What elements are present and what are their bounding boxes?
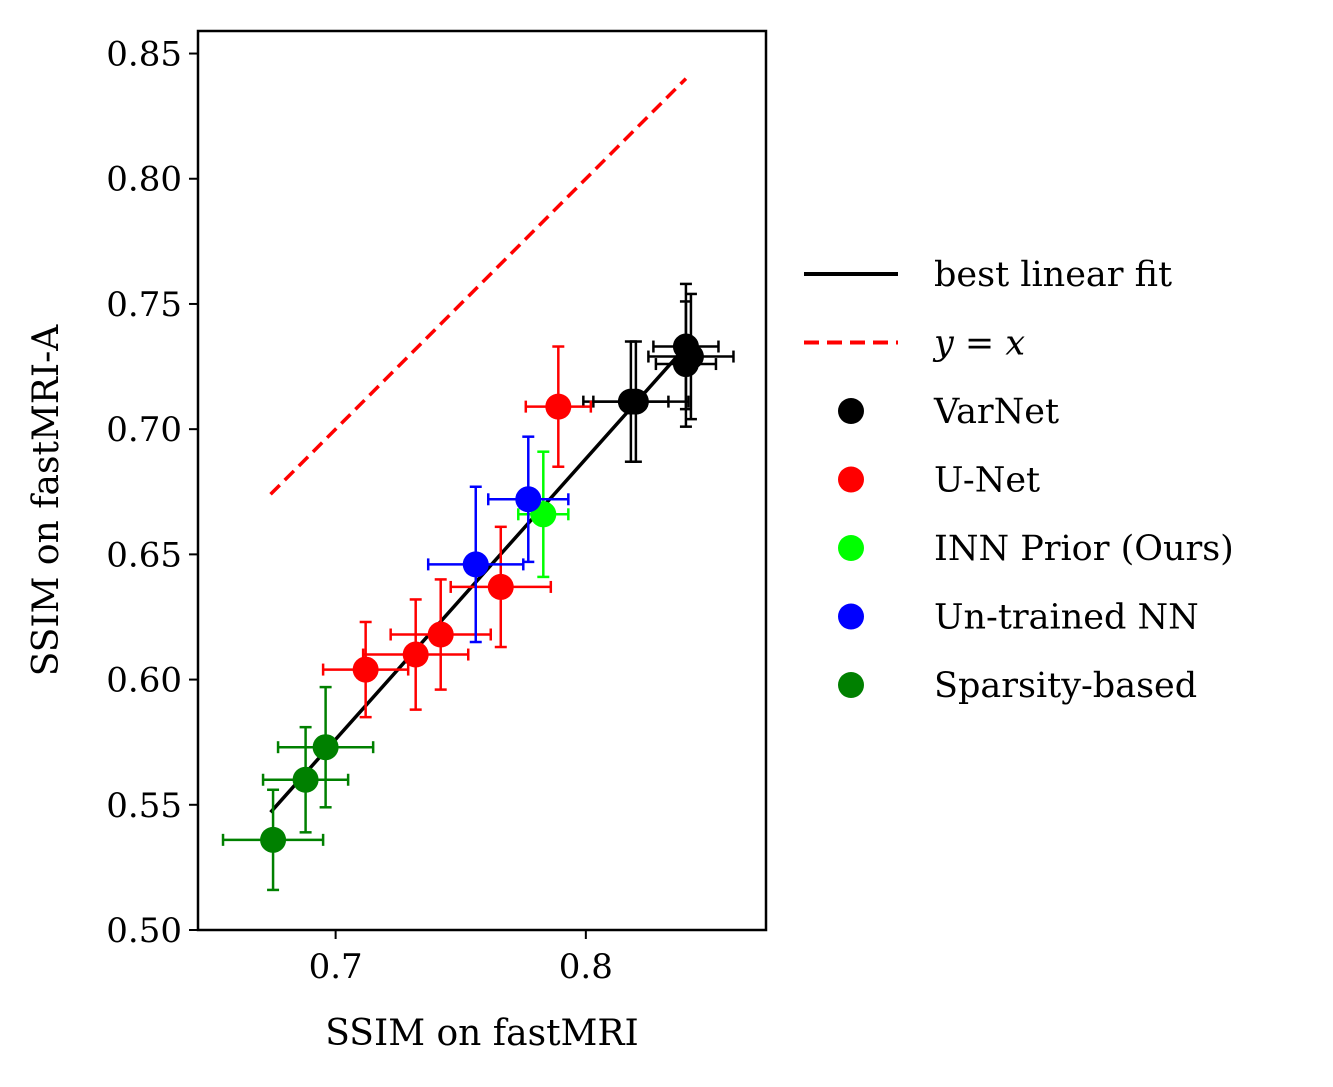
plot-points: [221, 282, 735, 892]
legend-marker: [838, 672, 864, 698]
y-tick-label: 0.80: [106, 160, 182, 200]
legend: best linear fit y = x VarNet U-Net INN Prior…: [804, 255, 1234, 706]
series-inn-prior-ours: [517, 450, 570, 579]
legend-marker: [838, 603, 864, 630]
legend-label: y = x: [932, 324, 1025, 364]
x-axis-ticks: 0.7 0.8: [309, 930, 613, 987]
data-point: [402, 641, 429, 668]
data-point: [312, 734, 339, 761]
series-u-net: [321, 345, 593, 719]
legend-marker: [838, 466, 864, 493]
y-tick-label: 0.85: [106, 35, 182, 75]
y-tick-label: 0.55: [106, 786, 182, 826]
data-point: [352, 656, 379, 683]
data-point: [292, 766, 319, 793]
data-point: [260, 826, 287, 853]
data-point: [515, 486, 542, 513]
plot-lines: [269, 77, 688, 814]
axes-frame: [196, 29, 768, 932]
y-tick-label: 0.65: [106, 535, 182, 575]
series-un-trained-nn: [426, 435, 570, 644]
legend-label: INN Prior (Ours): [934, 529, 1234, 569]
y-tick-label: 0.70: [106, 410, 182, 450]
legend-item-u-net: U-Net: [838, 461, 1040, 501]
legend-item-varnet: VarNet: [838, 392, 1059, 432]
legend-item-best-linear-fit: best linear fit: [804, 255, 1172, 295]
series-varnet: [582, 282, 735, 463]
legend-label: Sparsity-based: [934, 666, 1197, 706]
y-axis-ticks: 0.50 0.55 0.60 0.65 0.70 0.75 0.80 0.85: [106, 35, 198, 951]
series-sparsity-based: [221, 685, 375, 892]
x-tick-label: 0.8: [559, 947, 613, 987]
legend-marker: [838, 535, 864, 561]
legend-label: Un-trained NN: [934, 598, 1199, 638]
legend-marker: [838, 398, 864, 424]
legend-label: best linear fit: [934, 255, 1172, 295]
data-point: [545, 393, 572, 420]
x-tick-label: 0.7: [309, 947, 363, 987]
legend-item-un-trained-nn: Un-trained NN: [838, 598, 1199, 638]
y-tick-label: 0.75: [106, 285, 182, 325]
legend-label: U-Net: [934, 461, 1040, 501]
legend-label: VarNet: [933, 392, 1059, 432]
legend-item-sparsity-based: Sparsity-based: [838, 666, 1197, 706]
best-linear-fit-line: [269, 345, 688, 814]
y-tick-label: 0.50: [106, 911, 182, 951]
data-point: [427, 621, 454, 648]
data-point: [487, 573, 514, 600]
y-x-line: [269, 77, 688, 496]
data-point: [462, 551, 489, 578]
legend-item-y-x: y = x: [804, 324, 1025, 364]
data-point: [617, 388, 644, 415]
x-axis-label: SSIM on fastMRI: [325, 1013, 638, 1054]
y-tick-label: 0.60: [106, 661, 182, 701]
legend-item-inn-prior-ours: INN Prior (Ours): [838, 529, 1234, 569]
y-axis-label: SSIM on fastMRI-A: [26, 324, 67, 677]
data-point: [672, 351, 699, 378]
